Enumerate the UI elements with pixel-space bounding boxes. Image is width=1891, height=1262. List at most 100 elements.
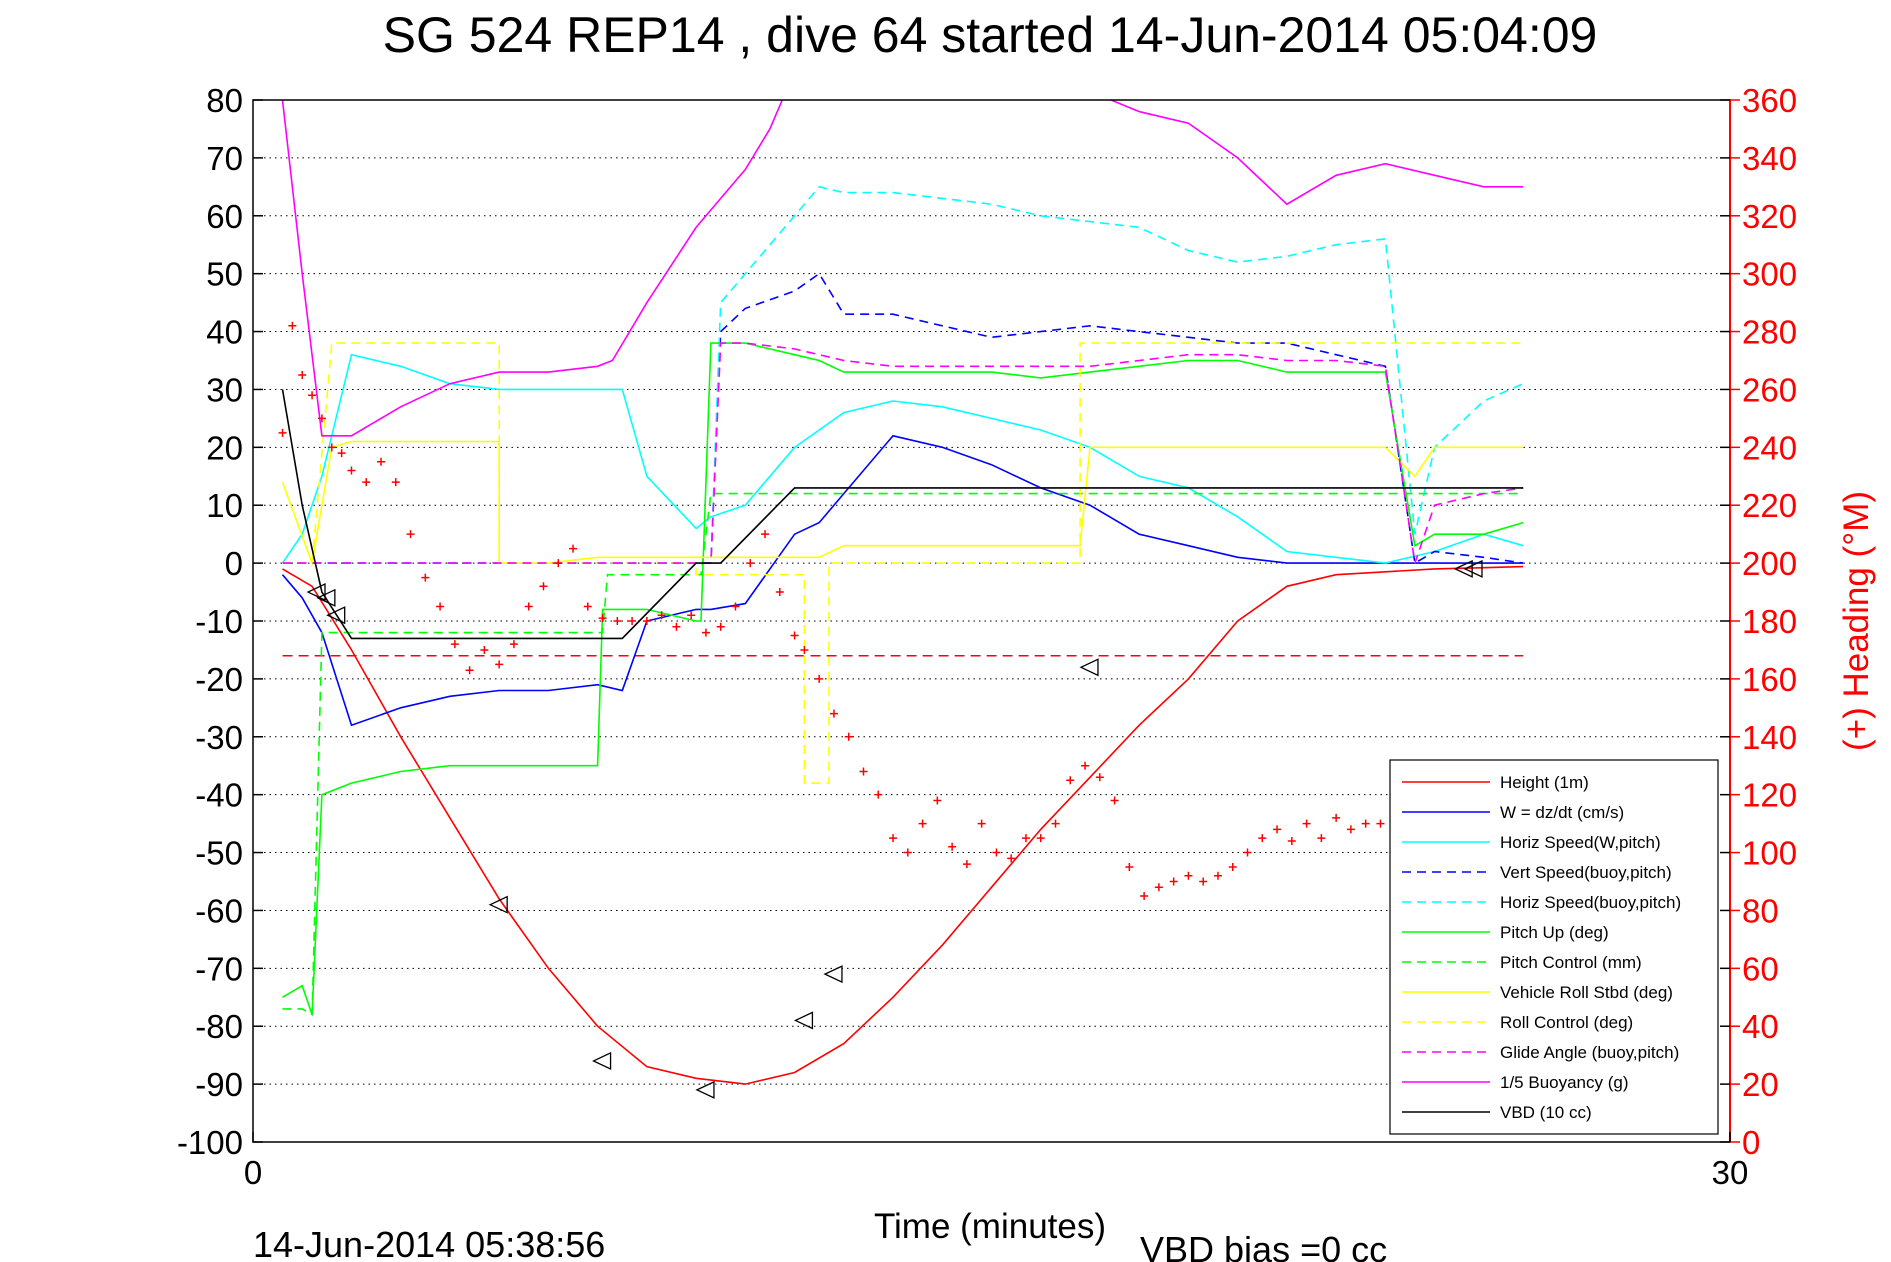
right-tick-label: 100	[1742, 835, 1797, 872]
legend-label: Vehicle Roll Stbd (deg)	[1500, 983, 1673, 1002]
heading-point	[539, 582, 548, 591]
heading-point	[347, 466, 356, 475]
heading-point	[1110, 796, 1119, 805]
heading-point	[1258, 834, 1267, 843]
right-tick-label: 80	[1742, 892, 1779, 929]
heading-point	[800, 645, 809, 654]
triangle-marker	[316, 588, 336, 607]
left-tick-label: -20	[195, 661, 243, 698]
x-axis-ticks: 0 30	[244, 1132, 1749, 1191]
legend-label: Pitch Up (deg)	[1500, 923, 1609, 942]
heading-point	[1125, 863, 1134, 872]
right-axis-ticks: 3603403203002802602402202001801601401201…	[1730, 82, 1797, 1161]
left-tick-label: 0	[225, 545, 243, 582]
heading-point	[1361, 819, 1370, 828]
left-tick-label: 50	[206, 256, 243, 293]
left-tick-label: -40	[195, 777, 243, 814]
heading-point	[1140, 891, 1149, 900]
heading-point	[308, 391, 317, 400]
heading-point	[815, 674, 824, 683]
heading-point	[844, 732, 853, 741]
right-tick-label: 200	[1742, 545, 1797, 582]
heading-point	[859, 767, 868, 776]
right-tick-label: 60	[1742, 950, 1779, 987]
footer-timestamp: 14-Jun-2014 05:38:56	[253, 1224, 605, 1262]
heading-point	[377, 457, 386, 466]
left-tick-label: 20	[206, 429, 243, 466]
triangle-marker	[1079, 658, 1099, 677]
heading-point	[465, 666, 474, 675]
left-tick-label: 80	[206, 82, 243, 119]
heading-point	[1184, 871, 1193, 880]
heading-point	[1332, 813, 1341, 822]
triangle-markers	[306, 559, 1483, 1099]
heading-point	[1228, 863, 1237, 872]
legend-box	[1389, 759, 1719, 1135]
right-tick-label: 140	[1742, 719, 1797, 756]
plot-series	[281, 100, 1524, 1085]
heading-point	[874, 790, 883, 799]
heading-point	[583, 602, 592, 611]
right-axis-label: (+) Heading (°M)	[1837, 491, 1876, 751]
heading-point	[1317, 834, 1326, 843]
triangle-marker	[793, 1011, 814, 1030]
legend-label: Height (1m)	[1500, 773, 1589, 792]
heading-point	[288, 321, 297, 330]
series-pitch-control-mm	[282, 492, 1524, 1016]
grid	[253, 157, 1730, 1085]
heading-point	[1273, 825, 1282, 834]
heading-point	[746, 559, 755, 568]
left-tick-label: -100	[177, 1124, 243, 1161]
series-1-5-buoyancy-g	[281, 100, 1524, 437]
left-tick-label: 70	[206, 140, 243, 177]
heading-point	[1095, 773, 1104, 782]
left-axis-ticks: 80 70 60 50 40 30 20 10 0 -10 -20 -30 -40 -50 -60 -70 -8…	[177, 82, 1730, 1161]
heading-point	[337, 449, 346, 458]
heading-point	[829, 709, 838, 718]
heading-point	[524, 602, 533, 611]
legend-label: Vert Speed(buoy,pitch)	[1500, 863, 1672, 882]
right-tick-label: 300	[1742, 256, 1797, 293]
heading-point	[948, 842, 957, 851]
triangle-marker	[592, 1051, 612, 1070]
right-tick-label: 20	[1742, 1066, 1779, 1103]
x-tick-label: 0	[244, 1154, 262, 1191]
heading-point	[436, 602, 445, 611]
triangle-marker	[823, 965, 843, 984]
heading-point	[918, 819, 927, 828]
heading-point	[317, 414, 326, 423]
left-tick-label: 30	[206, 371, 243, 408]
left-tick-label: -90	[195, 1066, 243, 1103]
heading-point	[701, 628, 710, 637]
triangle-marker	[326, 606, 346, 625]
heading-point	[1081, 761, 1090, 770]
x-axis-label: Time (minutes)	[874, 1207, 1106, 1246]
series-pitch-up-deg	[282, 342, 1524, 1015]
heading-point	[362, 478, 371, 487]
right-tick-label: 0	[1742, 1124, 1760, 1161]
heading-point	[642, 617, 651, 625]
heading-point	[761, 530, 770, 539]
heading-point	[1007, 854, 1016, 863]
right-tick-label: 120	[1742, 777, 1797, 814]
heading-point	[1066, 776, 1075, 785]
triangle-marker	[306, 583, 326, 602]
series-vert-speed-buoy-pitch	[282, 272, 1524, 565]
series-w-dz-dt-cm-s	[281, 434, 1524, 727]
heading-point	[1376, 819, 1385, 828]
left-tick-label: 60	[206, 198, 243, 235]
heading-point	[598, 614, 607, 623]
heading-point	[1243, 848, 1252, 857]
heading-point	[992, 848, 1001, 857]
x-tick-label: 30	[1712, 1154, 1749, 1191]
heading-point	[1199, 877, 1208, 886]
legend-label: Glide Angle (buoy,pitch)	[1500, 1043, 1679, 1062]
heading-point	[933, 796, 942, 805]
heading-point	[327, 443, 336, 452]
heading-point	[977, 819, 986, 828]
series-roll-control-deg	[282, 342, 1524, 784]
left-tick-label: -60	[195, 892, 243, 929]
heading-point	[672, 622, 681, 631]
heading-point	[903, 848, 912, 857]
